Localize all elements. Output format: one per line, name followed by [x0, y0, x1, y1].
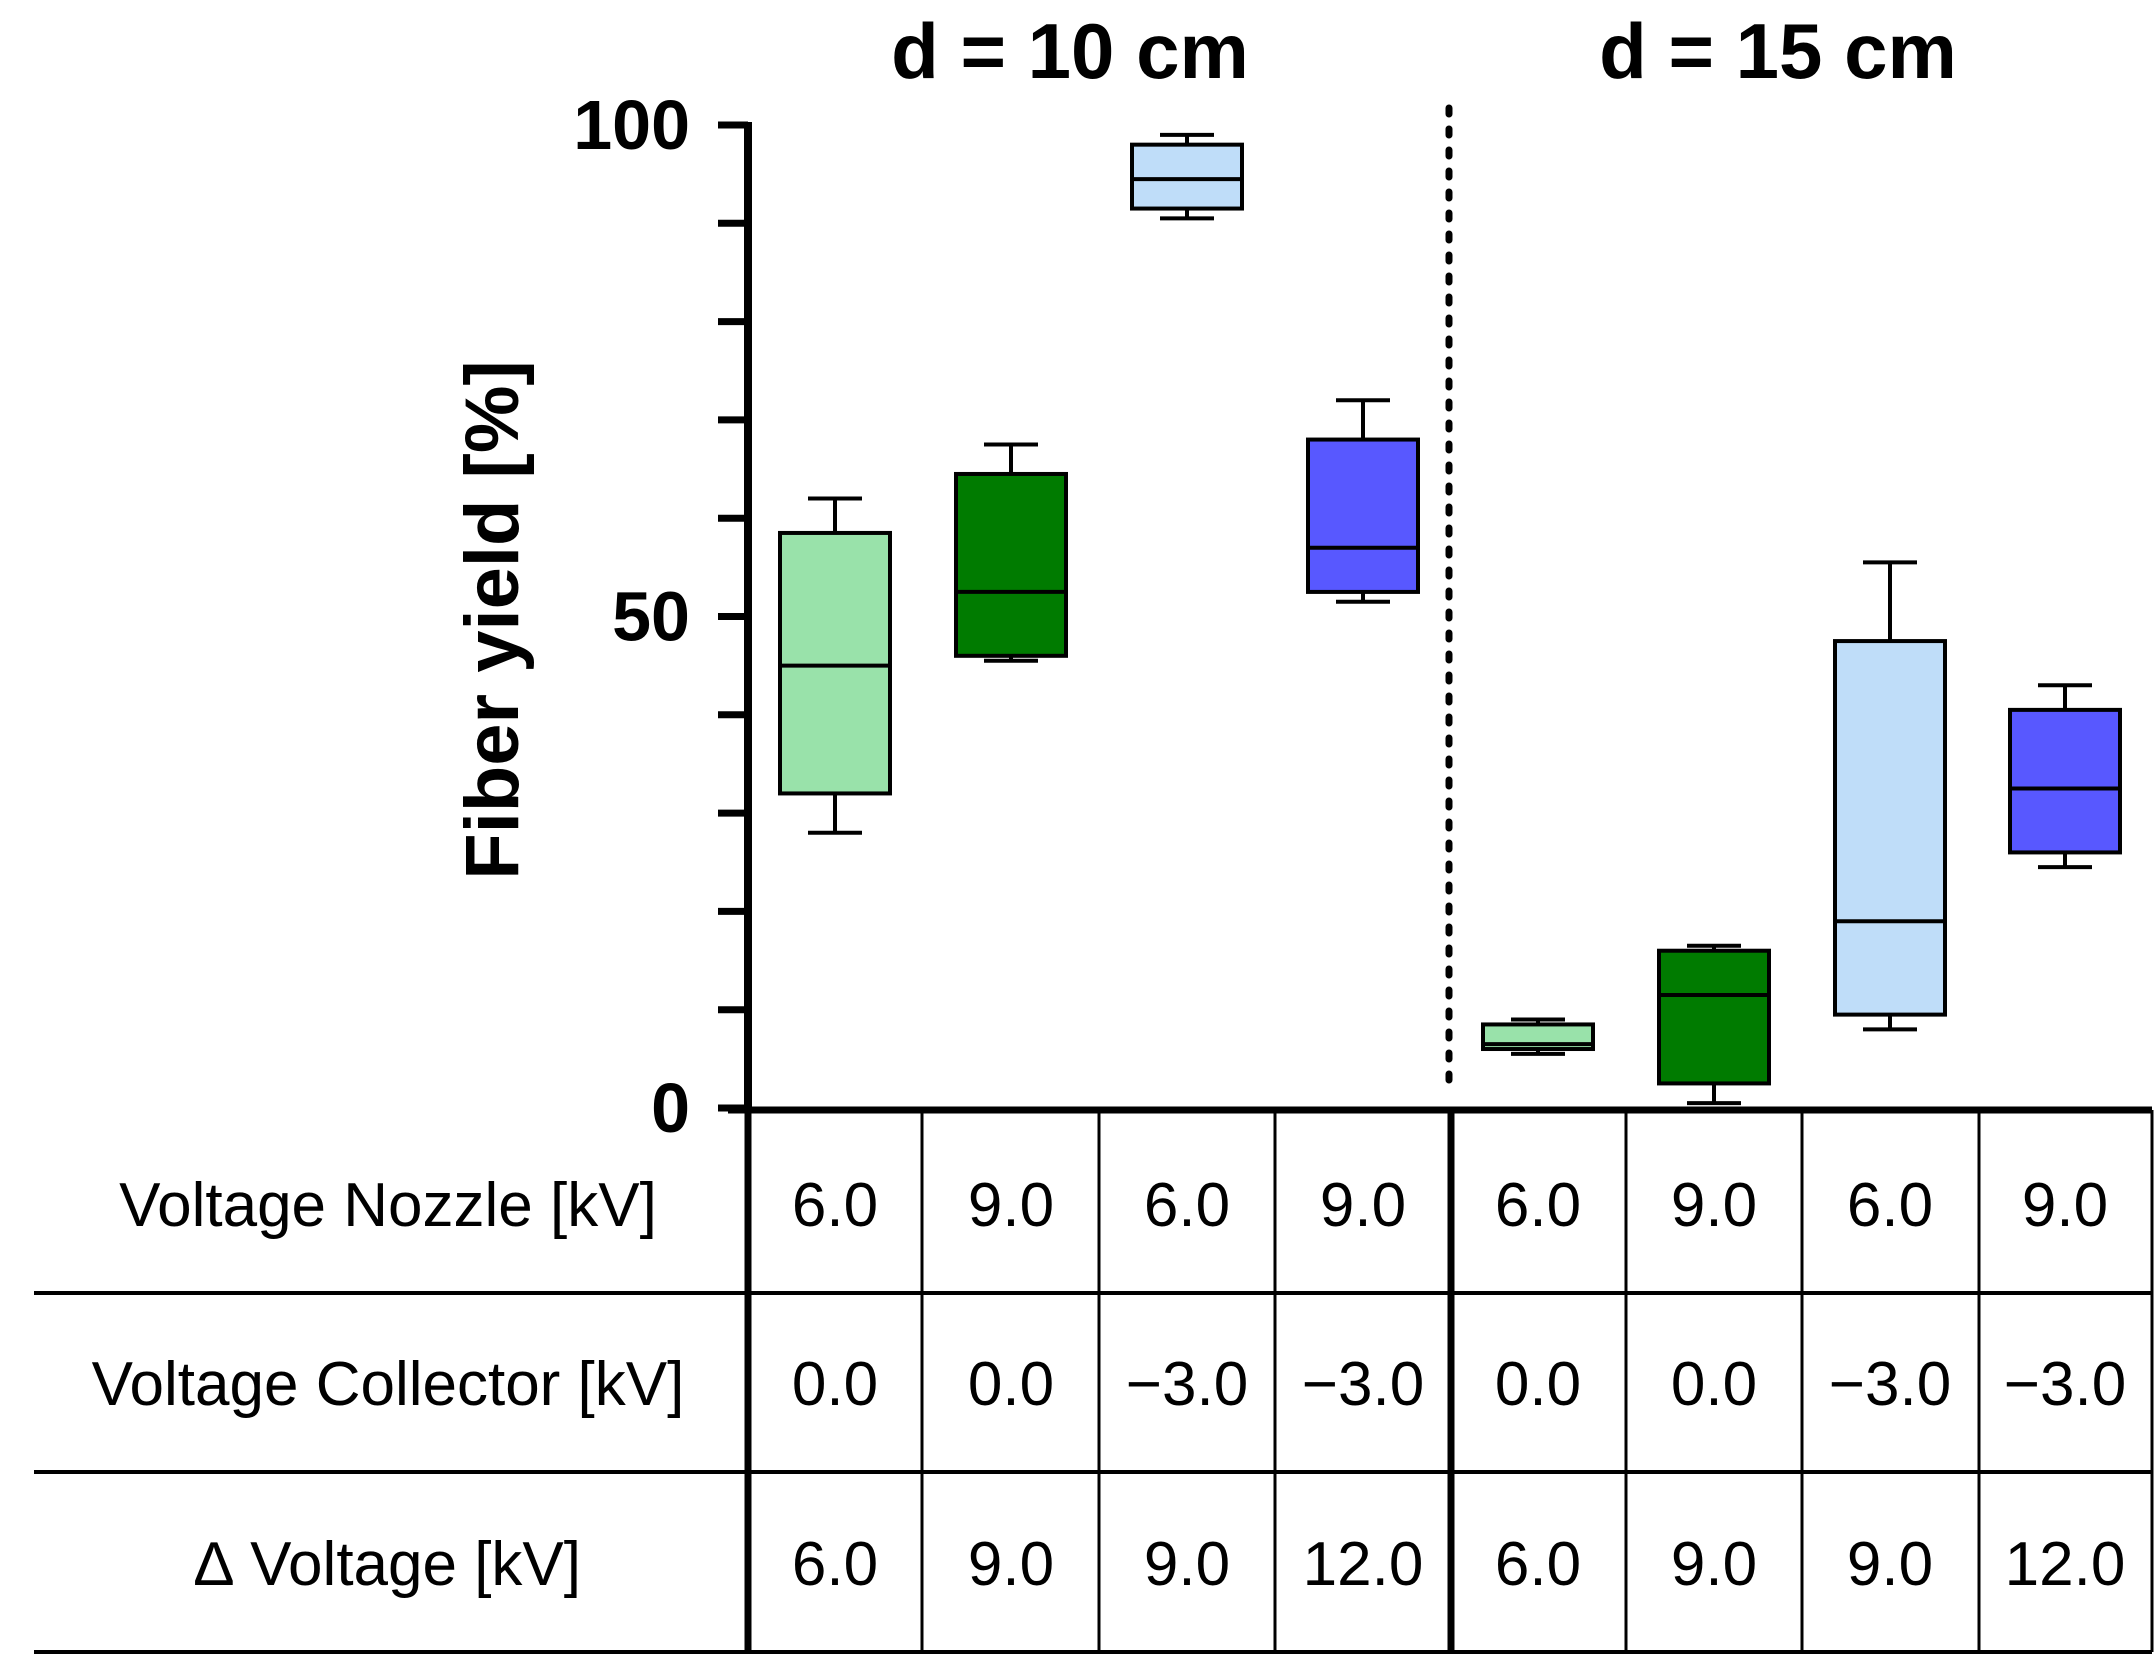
box-iqr: [1130, 142, 1244, 211]
table-cell: 12.0: [1303, 1530, 1424, 1599]
table-cell: 0.0: [1495, 1350, 1581, 1419]
table-cell: −3.0: [1126, 1350, 1248, 1419]
box-7: [1833, 560, 1947, 1032]
y-tick-label: 100: [573, 86, 690, 164]
table-cell: −3.0: [2004, 1350, 2126, 1419]
box-iqr: [1657, 948, 1771, 1086]
parameter-table: Voltage Nozzle [kV] Voltage Collector [k…: [34, 1106, 2154, 1654]
box-8: [2008, 683, 2122, 870]
table-cell: 9.0: [2022, 1171, 2108, 1240]
box-5: [1481, 1017, 1595, 1056]
table-row-label-voltage-collector: Voltage Collector [kV]: [92, 1350, 685, 1419]
table-cell: 12.0: [2005, 1530, 2126, 1599]
table-cell: −3.0: [1829, 1350, 1951, 1419]
box-6: [1657, 943, 1771, 1106]
table-row-label-delta-voltage: ∆ Voltage [kV]: [195, 1530, 581, 1599]
box-4: [1306, 398, 1420, 604]
y-axis-ticks: 0 50 100: [573, 86, 748, 1147]
y-tick-label: 0: [651, 1069, 690, 1147]
table-cell: 6.0: [1495, 1171, 1581, 1240]
table-cell: 0.0: [792, 1350, 878, 1419]
box-1: [778, 496, 892, 835]
box-iqr: [1833, 639, 1947, 1017]
table-cell: 6.0: [792, 1171, 878, 1240]
box-iqr: [778, 530, 892, 796]
table-cell: 0.0: [1671, 1350, 1757, 1419]
table-cell: −3.0: [1302, 1350, 1424, 1419]
group-title-d10: d = 10 cm: [891, 7, 1249, 95]
table-cell: 6.0: [1495, 1530, 1581, 1599]
table-cell: 9.0: [968, 1530, 1054, 1599]
table-cell: 0.0: [968, 1350, 1054, 1419]
group-title-d15: d = 15 cm: [1599, 7, 1957, 95]
box-3: [1130, 132, 1244, 221]
y-axis-label: Fiber yield [%]: [450, 360, 535, 879]
table-cell: 9.0: [1671, 1530, 1757, 1599]
table-cell: 9.0: [1144, 1530, 1230, 1599]
box-2: [954, 442, 1068, 663]
box-iqr: [1306, 437, 1420, 594]
table-cell: 9.0: [1320, 1171, 1406, 1240]
table-cell: 9.0: [968, 1171, 1054, 1240]
table-cell: 9.0: [1847, 1530, 1933, 1599]
box-iqr: [2008, 707, 2122, 855]
table-cells: 6.0 9.0 6.0 9.0 6.0 9.0 6.0 9.0 0.0 0.0 −3.0 −3.0 0.…: [792, 1171, 2126, 1599]
table-cell: 6.0: [1847, 1171, 1933, 1240]
y-tick-label: 50: [612, 578, 690, 656]
table-cell: 9.0: [1671, 1171, 1757, 1240]
table-cell: 6.0: [1144, 1171, 1230, 1240]
box-iqr: [954, 471, 1068, 658]
table-cell: 6.0: [792, 1530, 878, 1599]
table-row-label-voltage-nozzle: Voltage Nozzle [kV]: [119, 1171, 657, 1240]
box-series: [778, 132, 2122, 1106]
